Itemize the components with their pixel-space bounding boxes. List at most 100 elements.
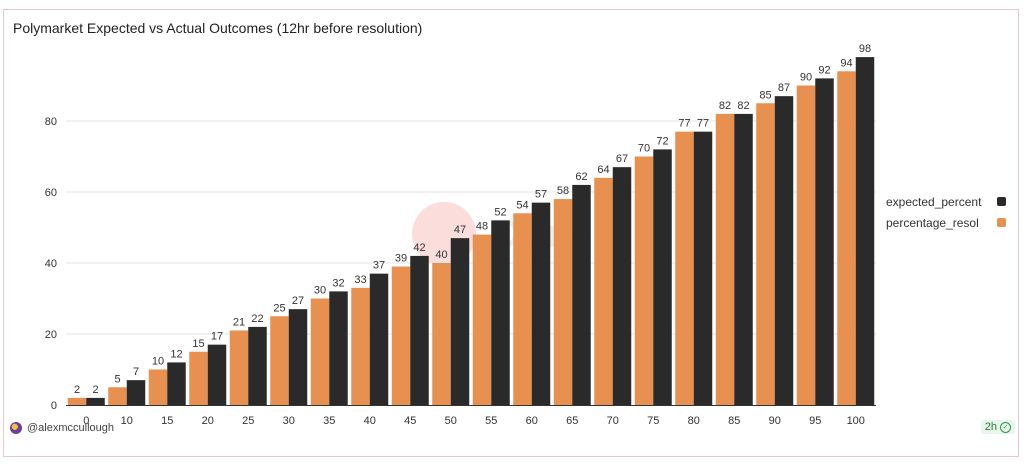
- chart-title: Polymarket Expected vs Actual Outcomes (…: [13, 20, 423, 36]
- author[interactable]: @alexmccullough: [10, 422, 114, 434]
- bar-expected: [207, 344, 227, 405]
- bar-actual: [675, 131, 694, 405]
- data-label: 39: [395, 253, 407, 265]
- data-label: 27: [292, 295, 304, 307]
- data-label: 77: [678, 118, 690, 130]
- bar-expected: [815, 78, 834, 406]
- data-label: 62: [575, 171, 587, 183]
- y-tick-label: 80: [45, 116, 57, 128]
- data-label: 25: [273, 302, 285, 314]
- data-label: 5: [114, 373, 120, 385]
- x-tick-label: 55: [485, 415, 497, 427]
- bar-expected: [410, 255, 429, 405]
- bar-actual: [756, 103, 775, 405]
- x-tick-label: 45: [404, 415, 416, 427]
- y-tick-label: 0: [51, 400, 57, 412]
- y-tick-label: 40: [45, 258, 57, 270]
- legend-actual-swatch: [997, 218, 1006, 227]
- check-circle-icon: ✓: [1000, 421, 1011, 433]
- bar-actual: [189, 351, 208, 405]
- bar-expected: [653, 149, 672, 405]
- x-tick-label: 0: [83, 415, 89, 427]
- x-tick-label: 35: [323, 415, 335, 427]
- bar-expected: [572, 184, 591, 405]
- x-tick-label: 20: [202, 415, 214, 427]
- data-label: 82: [737, 100, 749, 112]
- data-label: 42: [413, 242, 425, 254]
- bar-actual: [229, 330, 249, 405]
- data-label: 7: [133, 366, 139, 378]
- bar-actual: [432, 263, 451, 405]
- data-label: 85: [759, 89, 771, 101]
- data-label: 70: [638, 143, 650, 155]
- data-label: 12: [170, 348, 182, 360]
- x-tick-label: 50: [445, 415, 457, 427]
- bar-actual: [796, 85, 816, 405]
- x-tick-label: 75: [647, 415, 659, 427]
- x-tick-label: 60: [526, 415, 538, 427]
- data-label: 94: [840, 57, 852, 69]
- bar-expected: [774, 96, 794, 406]
- data-label: 90: [800, 72, 812, 84]
- legend-actual-label: percentage_resol: [886, 216, 979, 230]
- bar-actual: [310, 298, 330, 405]
- x-tick-label: 30: [283, 415, 295, 427]
- bar-actual: [513, 213, 532, 405]
- x-tick-label: 90: [769, 415, 781, 427]
- data-label: 2: [92, 384, 98, 396]
- bar-expected: [369, 273, 389, 405]
- x-tick-label: 65: [566, 415, 578, 427]
- data-label: 92: [818, 64, 830, 76]
- data-label: 52: [494, 206, 506, 218]
- bar-expected: [531, 202, 551, 405]
- x-tick-label: 15: [161, 415, 173, 427]
- data-label: 82: [719, 100, 731, 112]
- bar-actual: [108, 387, 127, 405]
- data-label: 32: [332, 277, 344, 289]
- bar-actual: [270, 316, 289, 405]
- bar-actual: [148, 369, 168, 405]
- bar-expected: [450, 238, 470, 405]
- data-label: 17: [211, 331, 223, 343]
- bar-expected: [491, 220, 510, 405]
- bar-expected: [612, 167, 632, 405]
- bar-actual: [634, 156, 654, 405]
- data-label: 87: [778, 82, 790, 94]
- legend-expected-swatch: [997, 197, 1006, 206]
- x-tick-label: 10: [121, 415, 133, 427]
- data-label: 54: [516, 199, 528, 211]
- bar-expected: [693, 131, 713, 405]
- y-tick-label: 20: [45, 329, 57, 341]
- bar-expected: [734, 113, 753, 406]
- data-label: 22: [251, 313, 263, 325]
- data-label: 72: [656, 135, 668, 147]
- data-label: 77: [697, 118, 709, 130]
- data-label: 21: [233, 316, 245, 328]
- data-label: 37: [373, 260, 385, 272]
- data-label: 30: [314, 285, 326, 297]
- data-label: 57: [535, 189, 547, 201]
- x-tick-label: 25: [242, 415, 254, 427]
- age-badge: 2h ✓: [980, 420, 1015, 434]
- bar-actual: [472, 234, 492, 405]
- x-tick-label: 70: [607, 415, 619, 427]
- bar-expected: [855, 57, 875, 405]
- bar-actual: [553, 199, 573, 405]
- author-handle: @alexmccullough: [27, 422, 114, 434]
- data-label: 2: [74, 384, 80, 396]
- data-label: 98: [859, 43, 871, 55]
- data-label: 67: [616, 153, 628, 165]
- x-tick-label: 40: [364, 415, 376, 427]
- data-label: 33: [354, 274, 366, 286]
- avatar: [10, 422, 22, 434]
- bar-expected: [288, 309, 308, 405]
- bar-actual: [715, 113, 735, 406]
- bar-actual: [67, 397, 87, 405]
- x-tick-label: 95: [809, 415, 821, 427]
- bar-expected: [126, 380, 146, 405]
- x-tick-label: 80: [688, 415, 700, 427]
- x-tick-label: 85: [728, 415, 740, 427]
- bar-expected: [86, 397, 105, 405]
- bar-actual: [837, 71, 856, 406]
- x-tick-label: 100: [847, 415, 865, 427]
